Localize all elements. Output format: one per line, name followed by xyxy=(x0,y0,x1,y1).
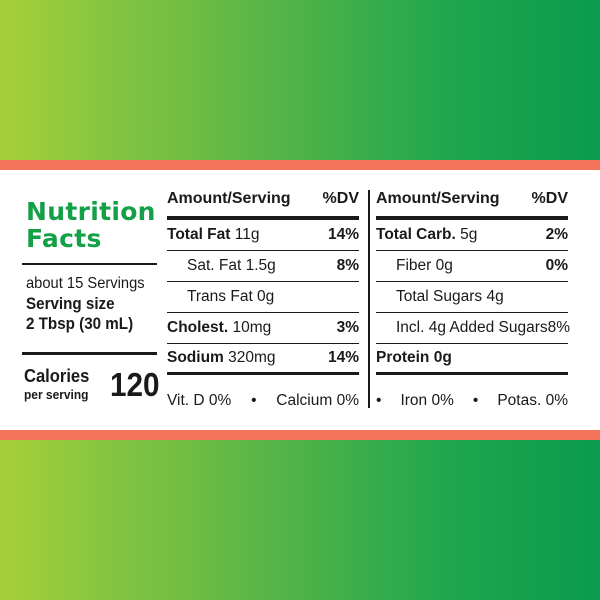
added-sugars-label: Incl. 4g Added Sugars xyxy=(396,319,548,336)
serving-size: Serving size 2 Tbsp (30 mL) xyxy=(26,294,133,334)
nutrient-column-left: Amount/Serving %DV Total Fat 11g 14% Sat… xyxy=(167,187,359,375)
top-stripe xyxy=(0,160,600,170)
row-sat-fat: Sat. Fat 1.5g 8% xyxy=(167,251,359,282)
vitamins-right: • Iron 0% • Potas. 0% xyxy=(376,392,568,410)
bullet-separator: • xyxy=(376,392,382,409)
vitamin-d: Vit. D 0% xyxy=(167,392,232,409)
fiber-label: Fiber 0g xyxy=(396,257,453,274)
row-fiber: Fiber 0g 0% xyxy=(376,251,568,282)
divider-calories xyxy=(22,352,157,355)
row-total-sugars: Total Sugars 4g xyxy=(376,282,568,313)
row-total-fat: Total Fat 11g 14% xyxy=(167,220,359,251)
sat-fat-dv: 8% xyxy=(336,257,359,274)
row-total-carb: Total Carb. 5g 2% xyxy=(376,220,568,251)
bullet-separator: • xyxy=(251,392,257,409)
cholesterol-label: Cholest. xyxy=(167,319,229,336)
fiber-dv: 0% xyxy=(545,257,568,274)
column-header: Amount/Serving %DV xyxy=(376,187,568,211)
bottom-stripe xyxy=(0,430,600,440)
amount-serving-header: Amount/Serving xyxy=(376,190,500,207)
sat-fat-label: Sat. Fat 1.5g xyxy=(187,257,276,274)
calcium: Calcium 0% xyxy=(276,392,359,409)
total-sugars-label: Total Sugars 4g xyxy=(396,288,504,305)
bullet-separator: • xyxy=(472,392,479,409)
dv-header: %DV xyxy=(322,190,359,207)
trans-fat-label: Trans Fat 0g xyxy=(187,288,275,305)
protein-label: Protein 0g xyxy=(376,349,452,366)
dv-header: %DV xyxy=(531,190,568,207)
serving-size-value: 2 Tbsp (30 mL) xyxy=(26,315,134,333)
row-trans-fat: Trans Fat 0g xyxy=(167,282,359,313)
serving-size-label: Serving size xyxy=(26,295,115,313)
added-sugars-dv: 8% xyxy=(547,319,571,336)
divider-servings xyxy=(22,263,157,265)
servings-per-container: about 15 Servings xyxy=(26,275,145,292)
total-fat-label: Total Fat xyxy=(167,226,231,243)
total-fat-amount: 11g xyxy=(230,226,260,243)
sodium-dv: 14% xyxy=(327,349,359,366)
potassium: Potas. 0% xyxy=(497,392,568,409)
total-carb-dv: 2% xyxy=(545,226,568,243)
calories-value: 120 xyxy=(110,366,160,403)
total-carb-amount: 5g xyxy=(455,226,478,243)
per-serving-label: per serving xyxy=(24,387,89,402)
row-sodium: Sodium 320mg 14% xyxy=(167,344,359,375)
iron: Iron 0% xyxy=(400,392,454,409)
total-fat-dv: 14% xyxy=(327,226,359,243)
cholesterol-amount: 10mg xyxy=(228,319,272,336)
title-line-1: Nutrition xyxy=(26,197,156,226)
title-line-2: Facts xyxy=(26,224,102,253)
sodium-label: Sodium xyxy=(167,349,224,366)
total-carb-label: Total Carb. xyxy=(376,226,456,243)
row-cholesterol: Cholest. 10mg 3% xyxy=(167,313,359,344)
header-rule xyxy=(376,216,568,220)
nutrient-column-right: Amount/Serving %DV Total Carb. 5g 2% Fib… xyxy=(376,187,571,375)
column-divider xyxy=(368,190,370,408)
vitamins-left: Vit. D 0% • Calcium 0% xyxy=(167,392,359,410)
row-added-sugars: Incl. 4g Added Sugars 8% xyxy=(376,313,571,344)
column-header: Amount/Serving %DV xyxy=(167,187,359,211)
calories-label: Calories xyxy=(24,366,90,386)
amount-serving-header: Amount/Serving xyxy=(167,190,291,207)
nutrition-facts-title: Nutrition Facts xyxy=(26,198,156,252)
row-protein: Protein 0g xyxy=(376,344,568,375)
cholesterol-dv: 3% xyxy=(336,319,359,336)
header-rule xyxy=(167,216,359,220)
nutrition-facts-panel: Nutrition Facts about 15 Servings Servin… xyxy=(0,170,600,430)
sodium-amount: 320mg xyxy=(223,349,276,366)
